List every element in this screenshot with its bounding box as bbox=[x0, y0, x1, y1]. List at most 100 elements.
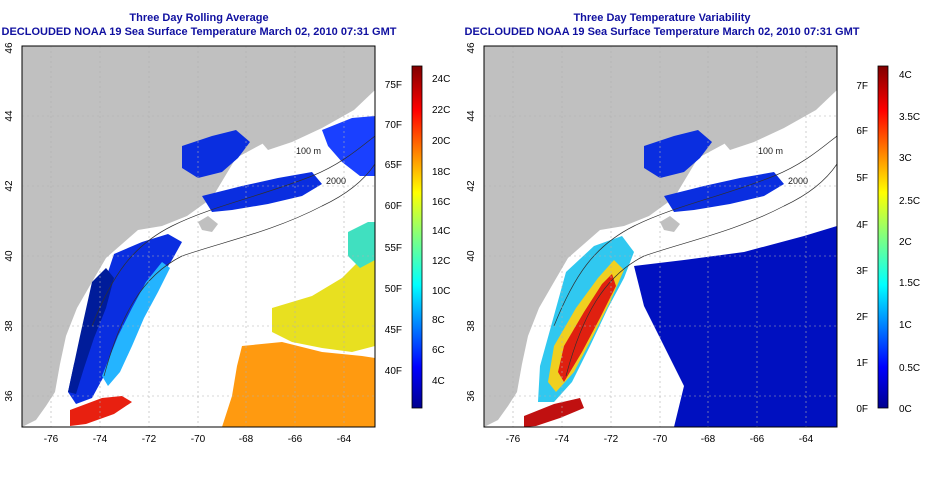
colorbar-gradient bbox=[411, 65, 423, 409]
cape-cod bbox=[660, 216, 680, 232]
y-tick-label: 46 bbox=[466, 42, 477, 54]
colorbar-label-celsius: 14C bbox=[432, 226, 450, 237]
sst-east-patch bbox=[322, 116, 375, 176]
colorbar-label-fahrenheit: 75F bbox=[385, 80, 402, 91]
isobath-100m bbox=[91, 135, 375, 327]
colorbar-label-fahrenheit: 7F bbox=[856, 81, 868, 92]
colorbar-label-fahrenheit: 50F bbox=[385, 284, 402, 295]
cape-cod bbox=[198, 216, 218, 232]
x-tick-label: -68 bbox=[239, 434, 254, 445]
panel-title: Three Day Temperature Variability bbox=[573, 12, 751, 24]
colorbar-label-celsius: 6C bbox=[432, 345, 445, 356]
y-tick-label: 46 bbox=[4, 42, 15, 54]
contour-label-100m: 100 m bbox=[758, 146, 783, 156]
colorbar-label-celsius: 4C bbox=[899, 70, 912, 81]
colorbar-label-celsius: 1C bbox=[899, 320, 912, 331]
x-axis: -76 -74 -72 -70 -68 -66 -64 bbox=[44, 434, 352, 445]
colorbar-label-fahrenheit: 1F bbox=[856, 358, 868, 369]
colorbar-label-celsius: 22C bbox=[432, 105, 450, 116]
colorbar-label-fahrenheit: 65F bbox=[385, 160, 402, 171]
x-tick-label: -70 bbox=[191, 434, 206, 445]
x-tick-label: -64 bbox=[799, 434, 814, 445]
colorbar-label-fahrenheit: 6F bbox=[856, 126, 868, 137]
colorbar-label-celsius: 2.5C bbox=[899, 196, 920, 207]
colorbar-label-celsius: 16C bbox=[432, 197, 450, 208]
nova-scotia bbox=[718, 62, 837, 150]
sst-georges-bank bbox=[202, 172, 322, 212]
colorbar: 4C 3.5C 3C 2.5C 2C 1.5C 1C 0.5C 0C 7F 6F… bbox=[856, 65, 920, 415]
colorbar-label-celsius: 0.5C bbox=[899, 363, 920, 374]
var-gulf-of-maine bbox=[644, 130, 712, 178]
y-tick-label: 40 bbox=[4, 250, 15, 262]
colorbar-label-fahrenheit: 2F bbox=[856, 312, 868, 323]
var-georges-bank bbox=[664, 172, 784, 212]
colorbar-label-celsius: 1.5C bbox=[899, 278, 920, 289]
var-gulf-stream-red bbox=[524, 398, 584, 427]
y-tick-label: 40 bbox=[466, 250, 477, 262]
colorbar-label-celsius: 3.5C bbox=[899, 112, 920, 123]
contour-label-2000: 2000 bbox=[326, 176, 346, 186]
colorbar-label-fahrenheit: 45F bbox=[385, 325, 402, 336]
land-mass bbox=[484, 46, 837, 427]
sst-slope-band bbox=[102, 262, 170, 386]
sst-shelf-inner bbox=[68, 268, 114, 394]
y-tick-label: 36 bbox=[466, 390, 477, 402]
isobath-100m bbox=[553, 135, 837, 327]
y-tick-label: 36 bbox=[4, 390, 15, 402]
colorbar-label-fahrenheit: 0F bbox=[856, 404, 868, 415]
isobath-2000m bbox=[565, 163, 837, 377]
colorbar-label-celsius: 3C bbox=[899, 153, 912, 164]
sst-gulf-stream-yellow bbox=[272, 254, 375, 352]
y-tick-label: 42 bbox=[466, 180, 477, 192]
colorbar-label-celsius: 24C bbox=[432, 74, 450, 85]
sst-gulf-of-maine bbox=[182, 130, 250, 178]
nova-scotia bbox=[256, 62, 375, 150]
x-tick-label: -72 bbox=[142, 434, 157, 445]
x-tick-label: -74 bbox=[93, 434, 108, 445]
sst-warm-red bbox=[70, 396, 132, 426]
colorbar-label-fahrenheit: 4F bbox=[856, 220, 868, 231]
x-tick-label: -72 bbox=[604, 434, 619, 445]
colorbar: 24C 22C 20C 18C 16C 14C 12C 10C 8C 6C 4C… bbox=[385, 65, 450, 409]
colorbar-label-celsius: 20C bbox=[432, 136, 450, 147]
y-tick-label: 44 bbox=[466, 110, 477, 122]
y-axis: 36 38 40 42 44 46 bbox=[466, 42, 477, 402]
colorbar-label-fahrenheit: 55F bbox=[385, 243, 402, 254]
panel-title: Three Day Rolling Average bbox=[129, 12, 268, 24]
graticule bbox=[22, 46, 375, 427]
x-tick-label: -76 bbox=[506, 434, 521, 445]
colorbar-label-celsius: 2C bbox=[899, 237, 912, 248]
panel-subtitle: DECLOUDED NOAA 19 Sea Surface Temperatur… bbox=[2, 26, 397, 38]
map-area: 100 m 2000 bbox=[483, 45, 838, 428]
x-tick-label: -66 bbox=[750, 434, 765, 445]
sst-gulf-stream-orange bbox=[222, 342, 375, 427]
colorbar-label-celsius: 18C bbox=[432, 167, 450, 178]
y-tick-label: 44 bbox=[4, 110, 15, 122]
contour-label-2000: 2000 bbox=[788, 176, 808, 186]
land-mass bbox=[22, 46, 375, 427]
y-tick-label: 42 bbox=[4, 180, 15, 192]
colorbar-gradient bbox=[877, 65, 889, 409]
x-tick-label: -70 bbox=[653, 434, 668, 445]
colorbar-label-celsius: 0C bbox=[899, 404, 912, 415]
graticule bbox=[484, 46, 837, 427]
isobath-2000m bbox=[103, 163, 375, 377]
panel-rolling-average: Three Day Rolling Average DECLOUDED NOAA… bbox=[2, 12, 451, 445]
y-tick-label: 38 bbox=[4, 320, 15, 332]
var-offshore-low bbox=[634, 226, 837, 427]
x-axis: -76 -74 -72 -70 -68 -66 -64 bbox=[506, 434, 814, 445]
sst-cyan-patch bbox=[348, 222, 375, 268]
x-tick-label: -64 bbox=[337, 434, 352, 445]
colorbar-label-celsius: 4C bbox=[432, 376, 445, 387]
colorbar-label-fahrenheit: 40F bbox=[385, 366, 402, 377]
x-tick-label: -76 bbox=[44, 434, 59, 445]
panel-subtitle: DECLOUDED NOAA 19 Sea Surface Temperatur… bbox=[465, 26, 860, 38]
colorbar-label-fahrenheit: 60F bbox=[385, 201, 402, 212]
colorbar-label-celsius: 12C bbox=[432, 256, 450, 267]
colorbar-label-fahrenheit: 70F bbox=[385, 120, 402, 131]
x-tick-label: -68 bbox=[701, 434, 716, 445]
panel-temperature-variability: Three Day Temperature Variability DECLOU… bbox=[465, 12, 921, 445]
y-tick-label: 38 bbox=[466, 320, 477, 332]
x-tick-label: -74 bbox=[555, 434, 570, 445]
colorbar-label-fahrenheit: 5F bbox=[856, 173, 868, 184]
